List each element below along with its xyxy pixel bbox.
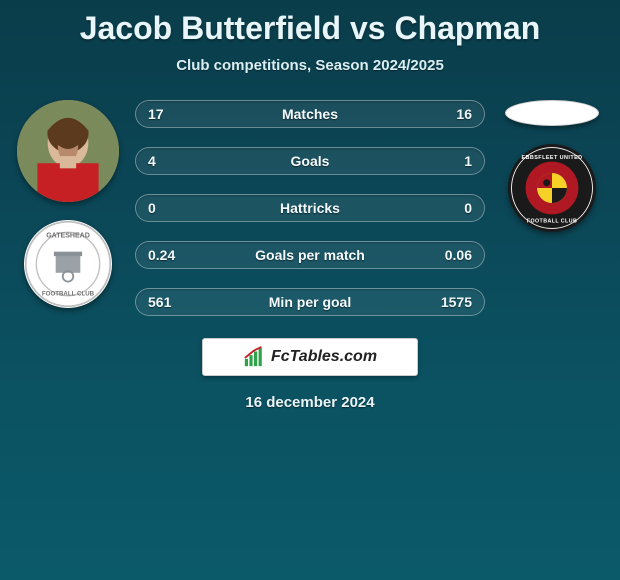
svg-text:FOOTBALL CLUB: FOOTBALL CLUB <box>42 291 95 298</box>
svg-text:EBBSFLEET UNITED: EBBSFLEET UNITED <box>521 155 582 161</box>
stat-row-min-per-goal: 561 Min per goal 1575 <box>135 288 485 316</box>
stats-list: 17 Matches 16 4 Goals 1 0 Hattricks 0 0.… <box>135 94 485 316</box>
date-text: 16 december 2024 <box>245 394 374 411</box>
ebbsfleet-badge-icon: EBBSFLEET UNITED FOOTBALL CLUB <box>508 144 596 232</box>
player1-club-badge: GATESHEAD FOOTBALL CLUB <box>24 220 112 308</box>
brand-badge: FcTables.com <box>202 338 418 376</box>
title-player1: Jacob Butterfield <box>80 10 341 46</box>
stat-label: Min per goal <box>269 294 351 310</box>
stat-left-value: 17 <box>148 106 184 122</box>
player2-avatar-placeholder <box>505 100 599 126</box>
stat-label: Goals per match <box>255 247 365 263</box>
gateshead-badge-icon: GATESHEAD FOOTBALL CLUB <box>24 220 112 308</box>
stat-row-goals-per-match: 0.24 Goals per match 0.06 <box>135 241 485 269</box>
stat-label: Matches <box>282 106 338 122</box>
stat-right-value: 1575 <box>436 294 472 310</box>
comparison-card: Jacob Butterfield vs Chapman Club compet… <box>0 0 620 419</box>
stat-row-matches: 17 Matches 16 <box>135 100 485 128</box>
title-player2: Chapman <box>394 10 540 46</box>
stat-left-value: 0 <box>148 200 184 216</box>
player1-avatar-image <box>17 100 119 202</box>
brand-text: FcTables.com <box>271 348 377 366</box>
main-row: GATESHEAD FOOTBALL CLUB 17 Matches 16 4 … <box>0 94 620 316</box>
svg-text:FOOTBALL CLUB: FOOTBALL CLUB <box>527 218 577 224</box>
right-column: EBBSFLEET UNITED FOOTBALL CLUB <box>497 94 607 232</box>
stat-right-value: 16 <box>436 106 472 122</box>
stat-row-hattricks: 0 Hattricks 0 <box>135 194 485 222</box>
stat-left-value: 0.24 <box>148 247 184 263</box>
chart-icon <box>243 346 265 368</box>
player2-club-badge: EBBSFLEET UNITED FOOTBALL CLUB <box>508 144 596 232</box>
svg-text:GATESHEAD: GATESHEAD <box>46 233 90 240</box>
subtitle: Club competitions, Season 2024/2025 <box>176 57 444 74</box>
stat-right-value: 1 <box>436 153 472 169</box>
stat-label: Hattricks <box>280 200 340 216</box>
stat-right-value: 0.06 <box>436 247 472 263</box>
player1-avatar <box>17 100 119 202</box>
stat-label: Goals <box>291 153 330 169</box>
page-title: Jacob Butterfield vs Chapman <box>80 10 541 47</box>
stat-left-value: 561 <box>148 294 184 310</box>
stat-left-value: 4 <box>148 153 184 169</box>
stat-right-value: 0 <box>436 200 472 216</box>
left-column: GATESHEAD FOOTBALL CLUB <box>13 94 123 308</box>
title-vs: vs <box>350 10 386 46</box>
stat-row-goals: 4 Goals 1 <box>135 147 485 175</box>
